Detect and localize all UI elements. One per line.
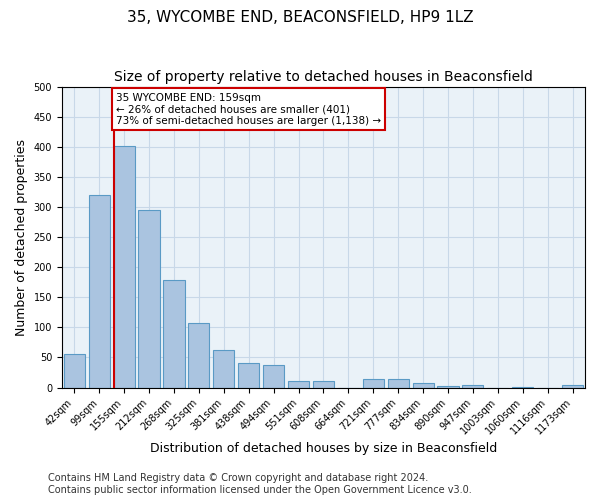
Bar: [238, 364, 259, 388]
Bar: [139, 210, 160, 388]
Bar: [437, 386, 458, 388]
X-axis label: Distribution of detached houses by size in Beaconsfield: Distribution of detached houses by size …: [150, 442, 497, 455]
Y-axis label: Number of detached properties: Number of detached properties: [15, 138, 28, 336]
Bar: [388, 379, 409, 388]
Bar: [163, 280, 185, 388]
Text: 35 WYCOMBE END: 159sqm
← 26% of detached houses are smaller (401)
73% of semi-de: 35 WYCOMBE END: 159sqm ← 26% of detached…: [116, 92, 381, 126]
Bar: [64, 354, 85, 388]
Text: 35, WYCOMBE END, BEACONSFIELD, HP9 1LZ: 35, WYCOMBE END, BEACONSFIELD, HP9 1LZ: [127, 10, 473, 25]
Bar: [463, 384, 484, 388]
Bar: [413, 383, 434, 388]
Bar: [188, 323, 209, 388]
Bar: [362, 378, 384, 388]
Title: Size of property relative to detached houses in Beaconsfield: Size of property relative to detached ho…: [114, 70, 533, 84]
Bar: [288, 381, 309, 388]
Bar: [89, 195, 110, 388]
Bar: [213, 350, 235, 388]
Bar: [512, 387, 533, 388]
Bar: [113, 146, 135, 388]
Bar: [562, 384, 583, 388]
Text: Contains HM Land Registry data © Crown copyright and database right 2024.
Contai: Contains HM Land Registry data © Crown c…: [48, 474, 472, 495]
Bar: [263, 366, 284, 388]
Bar: [313, 381, 334, 388]
